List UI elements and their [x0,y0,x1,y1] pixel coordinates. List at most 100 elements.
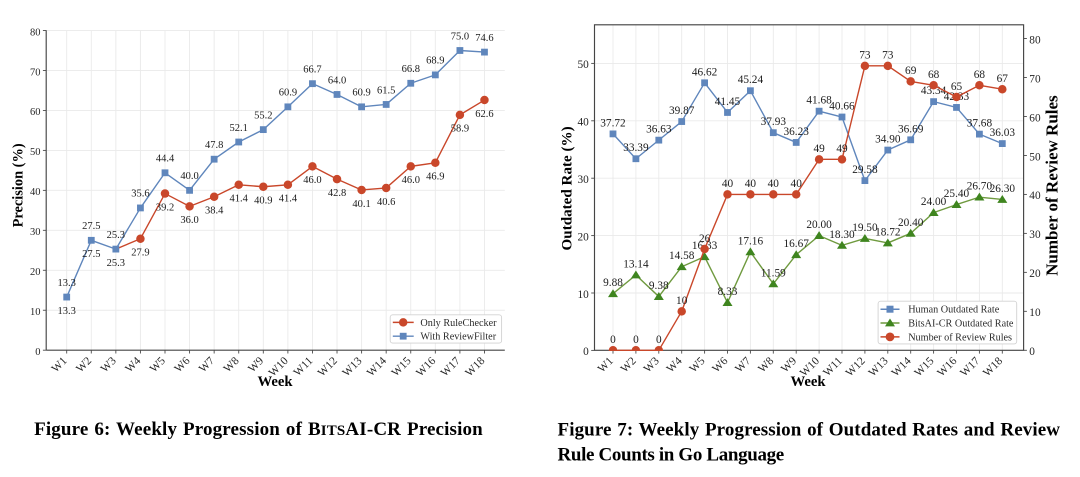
svg-text:68: 68 [928,69,940,81]
svg-text:42.8: 42.8 [328,188,346,199]
svg-text:44.4: 44.4 [156,154,175,165]
svg-text:40: 40 [745,178,757,190]
svg-text:11.59: 11.59 [761,267,786,279]
svg-text:34.90: 34.90 [875,134,901,146]
svg-text:61.5: 61.5 [377,85,395,96]
svg-text:64.0: 64.0 [328,75,346,86]
svg-text:26.30: 26.30 [990,183,1016,195]
svg-text:45.24: 45.24 [738,74,764,86]
svg-text:33.39: 33.39 [623,142,649,154]
svg-text:46.9: 46.9 [426,172,444,183]
svg-text:68: 68 [974,69,986,81]
svg-text:40: 40 [791,178,803,190]
svg-text:40: 40 [768,178,780,190]
svg-text:26.70: 26.70 [967,181,993,193]
svg-text:25.40: 25.40 [944,188,970,200]
svg-text:66.7: 66.7 [303,64,321,75]
svg-text:40.1: 40.1 [352,199,370,210]
svg-text:40: 40 [30,187,41,198]
svg-text:40.6: 40.6 [377,197,395,208]
svg-text:25.3: 25.3 [107,258,125,269]
svg-text:0: 0 [633,334,639,346]
svg-text:0: 0 [656,334,662,346]
svg-text:13.3: 13.3 [58,278,76,289]
svg-text:41.4: 41.4 [230,194,249,205]
svg-text:40.66: 40.66 [829,101,855,113]
svg-text:18.30: 18.30 [829,229,855,241]
svg-text:29.58: 29.58 [852,164,878,176]
svg-text:36.0: 36.0 [180,215,198,226]
svg-text:Week: Week [790,374,826,390]
svg-text:46.0: 46.0 [303,175,321,186]
svg-text:70: 70 [30,67,41,78]
svg-text:36.69: 36.69 [898,123,924,135]
svg-text:55.2: 55.2 [254,110,272,121]
svg-text:74.6: 74.6 [475,33,493,44]
svg-text:14.58: 14.58 [669,250,695,262]
svg-text:39.87: 39.87 [669,105,695,117]
svg-text:80: 80 [30,27,41,38]
svg-text:Number of Review Rules: Number of Review Rules [1043,95,1062,276]
svg-text:10: 10 [578,289,590,301]
svg-text:20: 20 [30,267,41,278]
svg-text:20: 20 [578,231,590,243]
svg-text:50: 50 [578,59,590,71]
svg-text:20.40: 20.40 [898,217,924,229]
svg-text:Week: Week [257,374,293,390]
svg-text:20: 20 [1029,268,1041,280]
svg-text:9.88: 9.88 [603,277,623,289]
svg-text:41.4: 41.4 [279,194,298,205]
svg-text:10: 10 [1029,307,1041,319]
svg-text:50: 50 [1029,151,1041,163]
svg-text:Precision (%): Precision (%) [10,143,26,227]
svg-text:30: 30 [30,227,41,238]
svg-text:30: 30 [1029,229,1041,241]
svg-text:16.67: 16.67 [783,238,809,250]
svg-text:Outdated Rate (%): Outdated Rate (%) [560,126,576,250]
svg-text:Human Outdated Rate: Human Outdated Rate [908,305,1000,316]
svg-text:27.5: 27.5 [82,221,100,232]
svg-text:10: 10 [30,307,41,318]
svg-text:73: 73 [859,50,871,62]
svg-text:37.68: 37.68 [967,118,993,130]
svg-text:62.6: 62.6 [475,109,493,120]
svg-text:38.4: 38.4 [205,206,224,217]
svg-text:60.9: 60.9 [352,88,370,99]
svg-text:26: 26 [699,233,711,245]
svg-text:13.14: 13.14 [623,258,649,270]
svg-text:75.0: 75.0 [451,31,469,42]
svg-text:36.03: 36.03 [990,127,1016,139]
svg-text:40.9: 40.9 [254,196,272,207]
svg-text:19.50: 19.50 [852,222,878,234]
svg-text:10: 10 [676,295,688,307]
svg-text:49: 49 [813,143,825,155]
svg-text:60.9: 60.9 [279,88,297,99]
svg-text:With ReviewFilter: With ReviewFilter [420,332,496,343]
svg-text:60: 60 [1029,112,1041,124]
svg-text:9.38: 9.38 [649,280,669,292]
svg-text:0: 0 [583,346,589,358]
svg-text:30: 30 [578,174,590,186]
svg-text:17.16: 17.16 [738,235,764,247]
svg-text:69: 69 [905,65,917,77]
svg-text:68.9: 68.9 [426,56,444,67]
svg-text:39.2: 39.2 [156,202,174,213]
svg-text:Figure 7: Weekly Progression o: Figure 7: Weekly Progression of Outdated… [558,420,1061,441]
svg-text:36.63: 36.63 [646,124,672,136]
svg-text:52.1: 52.1 [230,123,248,134]
svg-text:0: 0 [1029,346,1035,358]
svg-text:65: 65 [951,81,963,93]
svg-text:25.3: 25.3 [107,230,125,241]
svg-text:50: 50 [30,147,41,158]
svg-text:0: 0 [35,347,40,358]
svg-text:24.00: 24.00 [921,196,947,208]
svg-text:27.9: 27.9 [131,248,149,259]
svg-text:Only RuleChecker: Only RuleChecker [420,318,497,329]
svg-text:40: 40 [1029,190,1041,202]
svg-text:58.9: 58.9 [451,124,469,135]
svg-text:18.72: 18.72 [875,226,901,238]
svg-text:20.00: 20.00 [806,219,832,231]
svg-text:70: 70 [1029,73,1041,85]
svg-text:Rule Counts in Go Language: Rule Counts in Go Language [558,444,784,465]
svg-text:35.6: 35.6 [131,189,149,200]
